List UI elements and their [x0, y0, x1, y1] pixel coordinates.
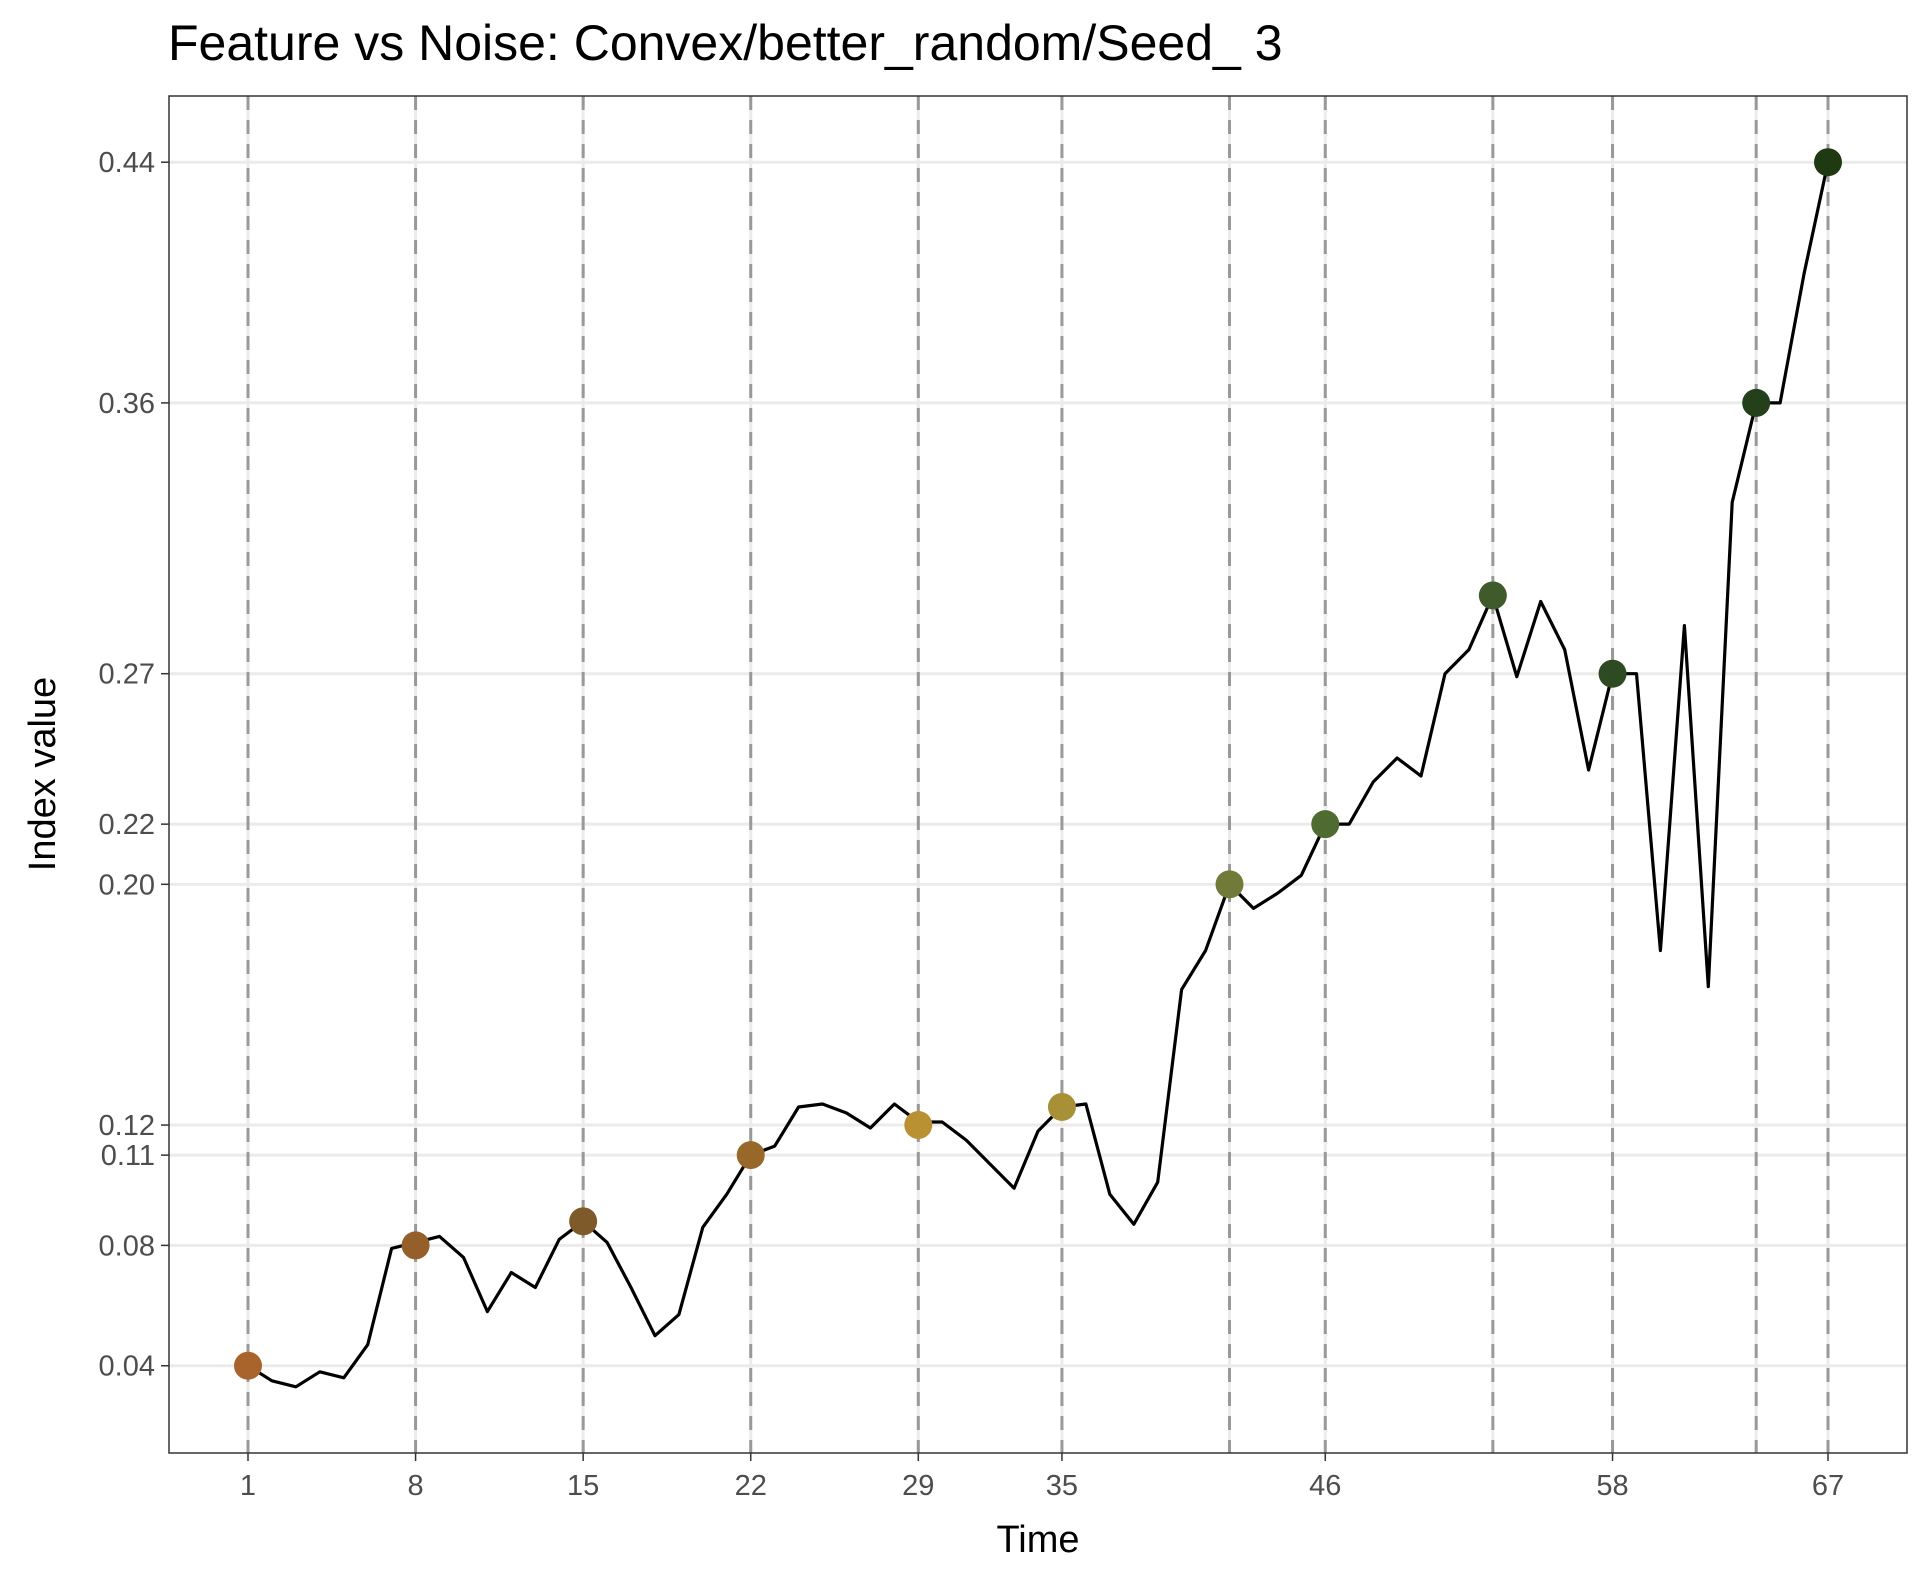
- y-axis-ticks: 0.04 0.08 0.110.12 0.20 0.22 0.27 0.36 0.44: [99, 147, 169, 1383]
- data-point: [234, 1351, 262, 1380]
- y-tick-label: 0.44: [99, 147, 155, 179]
- data-point: [1215, 870, 1244, 899]
- chart-title: Feature vs Noise: Convex/better_random/S…: [168, 15, 1283, 71]
- data-point: [1742, 388, 1771, 417]
- panel-border: [168, 95, 1908, 1454]
- y-tick-label: 0.08: [99, 1230, 155, 1262]
- y-tick-label: 0.36: [99, 388, 155, 420]
- gridlines: [169, 160, 1907, 1368]
- data-point: [1311, 810, 1340, 839]
- x-tick-label: 35: [1046, 1470, 1078, 1502]
- y-tick-label: 0.12: [99, 1110, 155, 1142]
- data-point: [736, 1141, 765, 1170]
- dashed-reference-lines: [246, 96, 1830, 1453]
- series-line: [247, 161, 1830, 1389]
- data-point: [1047, 1092, 1076, 1121]
- data-point: [1814, 148, 1842, 177]
- x-tick-label: 15: [567, 1470, 599, 1502]
- x-tick-label: 29: [902, 1470, 934, 1502]
- data-point: [1478, 581, 1507, 610]
- x-tick-label: 8: [408, 1470, 424, 1502]
- y-tick-label: 0.27: [99, 659, 155, 691]
- x-tick-label: 46: [1309, 1470, 1341, 1502]
- y-axis-title: Index value: [22, 677, 64, 871]
- y-tick-label: 0.04: [99, 1351, 155, 1383]
- data-point: [569, 1207, 598, 1236]
- series-layer: [247, 161, 1830, 1389]
- x-tick-label: 1: [240, 1470, 256, 1502]
- x-tick-label: 67: [1812, 1470, 1844, 1502]
- data-point: [904, 1111, 933, 1140]
- x-axis-ticks: 1 8 15 22 29 35 46 58 67: [240, 1453, 1844, 1502]
- y-tick-label: 0.11: [101, 1140, 155, 1172]
- data-point: [1598, 659, 1627, 688]
- y-tick-label: 0.22: [99, 809, 155, 841]
- x-tick-label: 58: [1596, 1470, 1628, 1502]
- x-axis-title: Time: [996, 1519, 1079, 1561]
- x-tick-label: 22: [735, 1470, 767, 1502]
- data-point: [401, 1231, 430, 1260]
- y-tick-label: 0.20: [99, 869, 155, 901]
- highlighted-points: [234, 148, 1842, 1380]
